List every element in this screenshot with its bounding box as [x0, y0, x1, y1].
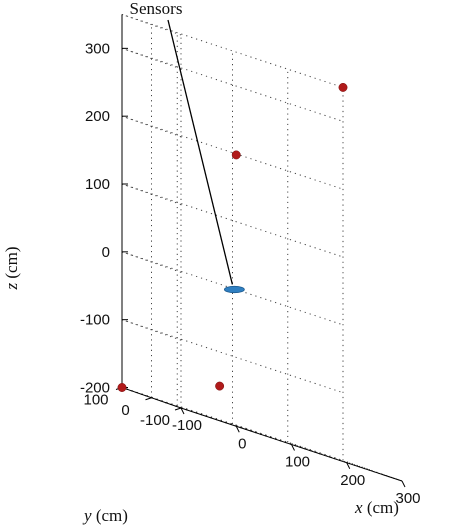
- x-tick: [401, 480, 406, 488]
- sensors-annotation-label: Sensors: [130, 0, 183, 18]
- z-tick-label: 200: [85, 108, 110, 125]
- data-point: [215, 381, 225, 391]
- grid-line: [121, 13, 344, 88]
- sensors-annotation-leader: [167, 19, 234, 285]
- data-point: [117, 383, 127, 392]
- y-tick-label: 100: [83, 392, 108, 409]
- x-tick: [291, 444, 295, 451]
- x-tick-label: 200: [340, 472, 365, 489]
- x-tick-label: 100: [285, 454, 310, 471]
- y-tick: [174, 407, 182, 411]
- y-tick-label: 0: [121, 402, 129, 419]
- grid-line: [121, 251, 182, 273]
- y-tick: [145, 397, 152, 401]
- z-tick-label: 0: [102, 244, 110, 261]
- y-axis-label: y (cm): [82, 506, 128, 525]
- z-tick-label: 100: [85, 176, 110, 193]
- y-tick-label: -100: [140, 412, 170, 429]
- data-point: [338, 82, 348, 92]
- z-tick-label: -100: [80, 312, 110, 329]
- z-tick-label: 300: [85, 40, 110, 57]
- x-tick-label: 0: [238, 435, 246, 452]
- x-tick: [180, 407, 185, 415]
- grid-layer: [121, 13, 403, 482]
- grid-line: [121, 183, 182, 205]
- z-tick-label: -200: [80, 380, 110, 397]
- label-layer: z (cm) x (cm) y (cm) Sensors: [2, 0, 399, 525]
- z-axis-label: z (cm): [2, 247, 21, 291]
- grid-line: [121, 319, 182, 341]
- grid-line: [121, 47, 182, 70]
- x-tick-label: 300: [395, 490, 420, 507]
- x-tick: [346, 462, 351, 469]
- x-tick-label: -100: [172, 417, 202, 434]
- x-tick: [235, 426, 240, 433]
- grid-line: [121, 115, 182, 138]
- data-point: [231, 150, 241, 160]
- data-layer: [117, 82, 348, 392]
- sensors-marker: [223, 285, 245, 294]
- x-axis-label: x (cm): [354, 498, 399, 517]
